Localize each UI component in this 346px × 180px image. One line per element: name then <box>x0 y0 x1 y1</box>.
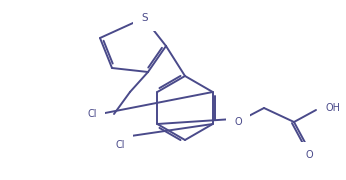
Text: Cl: Cl <box>87 109 97 119</box>
Text: OH: OH <box>326 103 341 113</box>
Text: S: S <box>142 13 148 23</box>
Text: O: O <box>234 117 242 127</box>
Text: Cl: Cl <box>115 140 125 150</box>
Text: O: O <box>305 150 313 160</box>
